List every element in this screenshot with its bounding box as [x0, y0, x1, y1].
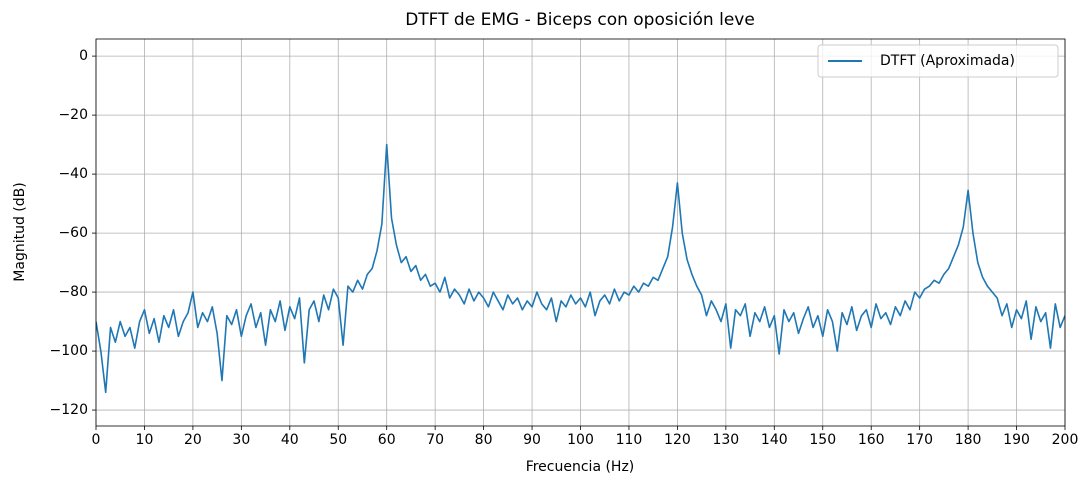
x-tick-label: 80: [475, 432, 493, 448]
y-tick-label: −60: [58, 225, 88, 241]
x-tick-label: 120: [664, 432, 691, 448]
x-tick-label: 50: [329, 432, 347, 448]
x-tick-label: 10: [136, 432, 154, 448]
y-tick-label: −20: [58, 107, 88, 123]
x-tick-label: 0: [92, 432, 101, 448]
x-tick-label: 30: [232, 432, 250, 448]
x-tick-label: 180: [955, 432, 982, 448]
legend-box: [817, 44, 1059, 78]
chart-title: DTFT de EMG - Biceps con oposición leve: [405, 10, 755, 30]
y-tick-label: −120: [50, 402, 88, 418]
y-tick-label: 0: [79, 48, 88, 64]
x-tick-label: 140: [761, 432, 788, 448]
x-axis-label: Frecuencia (Hz): [526, 459, 635, 475]
y-tick-label: −40: [58, 166, 88, 182]
x-tick-label: 150: [809, 432, 836, 448]
x-tick-label: 90: [523, 432, 541, 448]
x-tick-label: 160: [858, 432, 885, 448]
x-tick-label: 40: [281, 432, 299, 448]
x-tick-label: 170: [906, 432, 933, 448]
x-tick-label: 20: [184, 432, 202, 448]
x-tick-label: 110: [616, 432, 643, 448]
data-line: [96, 143, 1065, 394]
axes-frame: [95, 38, 1066, 427]
x-tick-label: 100: [567, 432, 594, 448]
x-tick-label: 200: [1052, 432, 1079, 448]
x-tick-label: 130: [712, 432, 739, 448]
x-tick-label: 70: [426, 432, 444, 448]
legend-label: DTFT (Aproximada): [880, 53, 1015, 69]
plot: [96, 143, 1065, 394]
y-axis-label: Magnitud (dB): [12, 182, 28, 281]
x-tick-label: 190: [1003, 432, 1030, 448]
x-tick-label: 60: [378, 432, 396, 448]
y-tick-label: −80: [58, 284, 88, 300]
y-tick-label: −100: [50, 343, 88, 359]
